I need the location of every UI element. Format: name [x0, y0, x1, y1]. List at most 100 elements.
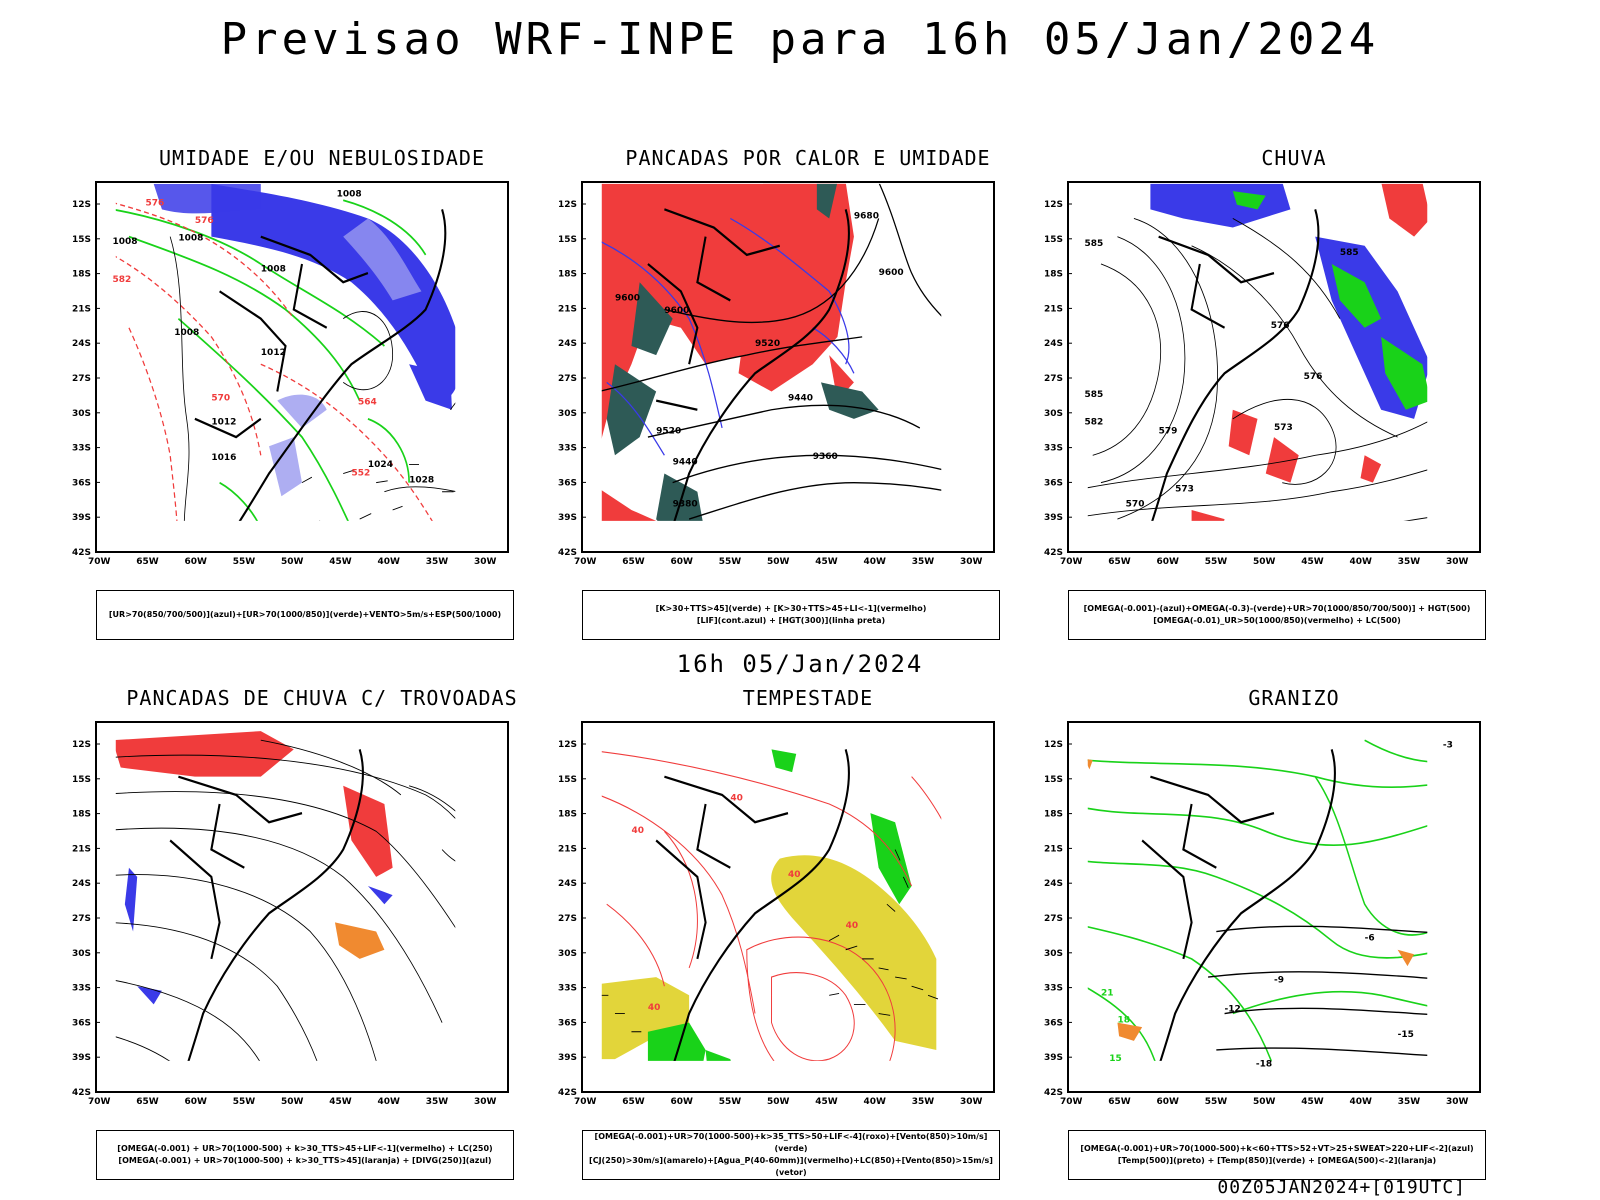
lon-tick-label: 40W: [1350, 1097, 1373, 1107]
contour-label: 9520: [755, 339, 780, 349]
lon-tick-label: 45W: [1301, 1097, 1324, 1107]
lat-tick-label: 42S: [1044, 1088, 1063, 1098]
lon-tick-label: 55W: [719, 557, 742, 567]
lat-tick-label: 15S: [558, 235, 577, 245]
panel-granizo: GRANIZO: [1044, 686, 1544, 1180]
lon-tick-label: 45W: [329, 1097, 352, 1107]
lat-tick-label: 24S: [558, 879, 577, 889]
shade-green-layer: [647, 749, 912, 1061]
lat-tick-label: 36S: [1044, 1018, 1063, 1028]
panel-title: PANCADAS DE CHUVA C/ TROVOADAS: [126, 686, 518, 710]
lon-tick-label: 70W: [88, 1097, 111, 1107]
contour-label: -18: [1256, 1059, 1272, 1069]
lon-tick-label: 40W: [378, 1097, 401, 1107]
lon-tick-label: 65W: [1108, 1097, 1131, 1107]
lat-tick-label: 15S: [72, 775, 91, 785]
panel-caption: [OMEGA(-0.001)+UR>70(1000-500)+k<60+TTS>…: [1068, 1130, 1486, 1180]
contour-label: 1012: [211, 417, 236, 427]
lat-tick-label: 36S: [558, 478, 577, 488]
panel-caption: [OMEGA(-0.001)+UR>70(1000-500)+k>35_TTS>…: [582, 1130, 1000, 1180]
lat-tick-label: 27S: [1044, 914, 1063, 924]
lat-tick-label: 33S: [72, 444, 91, 454]
shade-blue-layer: [153, 183, 456, 410]
lat-tick-label: 21S: [558, 844, 577, 854]
map-frame: [581, 721, 995, 1093]
lat-tick-label: 15S: [72, 235, 91, 245]
lon-tick-label: 50W: [281, 557, 304, 567]
panel-caption: [OMEGA(-0.001) + UR>70(1000-500) + k>30_…: [96, 1130, 514, 1180]
lon-tick-label: 60W: [1157, 557, 1180, 567]
caption-line: [OMEGA(-0.001)-(azul)+OMEGA(-0.3)-(verde…: [1083, 604, 1471, 613]
shade-red-layer: [1191, 183, 1428, 521]
contour-label: 1008: [174, 328, 199, 338]
streamline-layer: [1087, 218, 1428, 521]
map-chuva: 585 585 582 579 576 573 573 570 576 585 …: [1044, 180, 1544, 586]
coastline-layer: [655, 748, 850, 1061]
lon-tick-label: 40W: [864, 1097, 887, 1107]
contour-green-layer: [1087, 739, 1428, 1061]
lat-tick-label: 33S: [1044, 984, 1063, 994]
shade-green-layer: [1232, 191, 1428, 410]
map-svg: 585 585 582 579 576 573 573 570 576 585 …: [1044, 181, 1481, 567]
lat-tick-label: 21S: [1044, 304, 1063, 314]
lat-tick-label: 30S: [558, 949, 577, 959]
contour-label: 9440: [673, 457, 698, 467]
lon-tick-label: 60W: [185, 557, 208, 567]
contour-label: 40: [648, 1003, 661, 1013]
lon-tick-label: 60W: [1157, 1097, 1180, 1107]
lon-tick-label: 55W: [233, 557, 256, 567]
lat-tick-label: 36S: [72, 478, 91, 488]
lon-tick-label: 55W: [1205, 1097, 1228, 1107]
lat-tick-label: 18S: [1044, 810, 1063, 820]
contour-label: 40: [846, 921, 859, 931]
lon-tick-label: 40W: [378, 557, 401, 567]
map-frame: [581, 181, 995, 553]
lon-tick-label: 30W: [474, 557, 497, 567]
lat-tick-label: 39S: [72, 1053, 91, 1063]
lon-tick-label: 50W: [767, 557, 790, 567]
lon-tick-label: 65W: [136, 1097, 159, 1107]
lat-tick-label: 15S: [1044, 775, 1063, 785]
lat-tick-label: 30S: [72, 409, 91, 419]
contour-label: 1008: [178, 233, 203, 243]
lat-tick-label: 33S: [1044, 444, 1063, 454]
lat-tick-label: 42S: [72, 548, 91, 558]
lon-tick-label: 50W: [767, 1097, 790, 1107]
lon-tick-label: 65W: [136, 557, 159, 567]
lat-tick-label: 27S: [558, 374, 577, 384]
contour-label: 15: [1109, 1054, 1122, 1064]
map-svg: 9680 9600 9600 9600 9520 9520 9440 9440 …: [558, 181, 995, 567]
contour-label: 579: [1159, 426, 1178, 436]
panel-caption: [OMEGA(-0.001)-(azul)+OMEGA(-0.3)-(verde…: [1068, 590, 1486, 640]
lon-tick-label: 50W: [1253, 1097, 1276, 1107]
lat-tick-label: 42S: [558, 1088, 577, 1098]
streamline-layer: [115, 739, 456, 1061]
contour-label: 582: [112, 275, 131, 285]
coastline-layer: [647, 208, 850, 521]
lat-tick-label: 39S: [1044, 513, 1063, 523]
lat-tick-label: 18S: [558, 810, 577, 820]
wind-arrows-layer: [301, 402, 456, 521]
shade-blue-layer: [124, 867, 393, 1005]
contour-label: 564: [358, 397, 377, 407]
lat-tick-label: 42S: [1044, 548, 1063, 558]
map-tempestade: 40 40 40 40 40 12S 15S 18S 21S 24S 27S 30S 33S 3…: [558, 720, 1058, 1126]
lat-tick-label: 39S: [1044, 1053, 1063, 1063]
contour-label: -9: [1274, 976, 1284, 986]
contour-label: 9600: [664, 306, 689, 316]
lat-tick-label: 21S: [1044, 844, 1063, 854]
contour-label: 573: [1175, 485, 1194, 495]
caption-line: [OMEGA(-0.001) + UR>70(1000-500) + k>30_…: [117, 1144, 493, 1153]
lon-tick-label: 60W: [671, 557, 694, 567]
lon-tick-label: 45W: [815, 557, 838, 567]
contour-label: 40: [788, 870, 801, 880]
lat-tick-label: 30S: [72, 949, 91, 959]
contour-label: 18: [1117, 1016, 1130, 1026]
contour-label: 570: [211, 394, 230, 404]
contour-label: 1008: [337, 190, 362, 200]
map-frame: [95, 721, 509, 1093]
